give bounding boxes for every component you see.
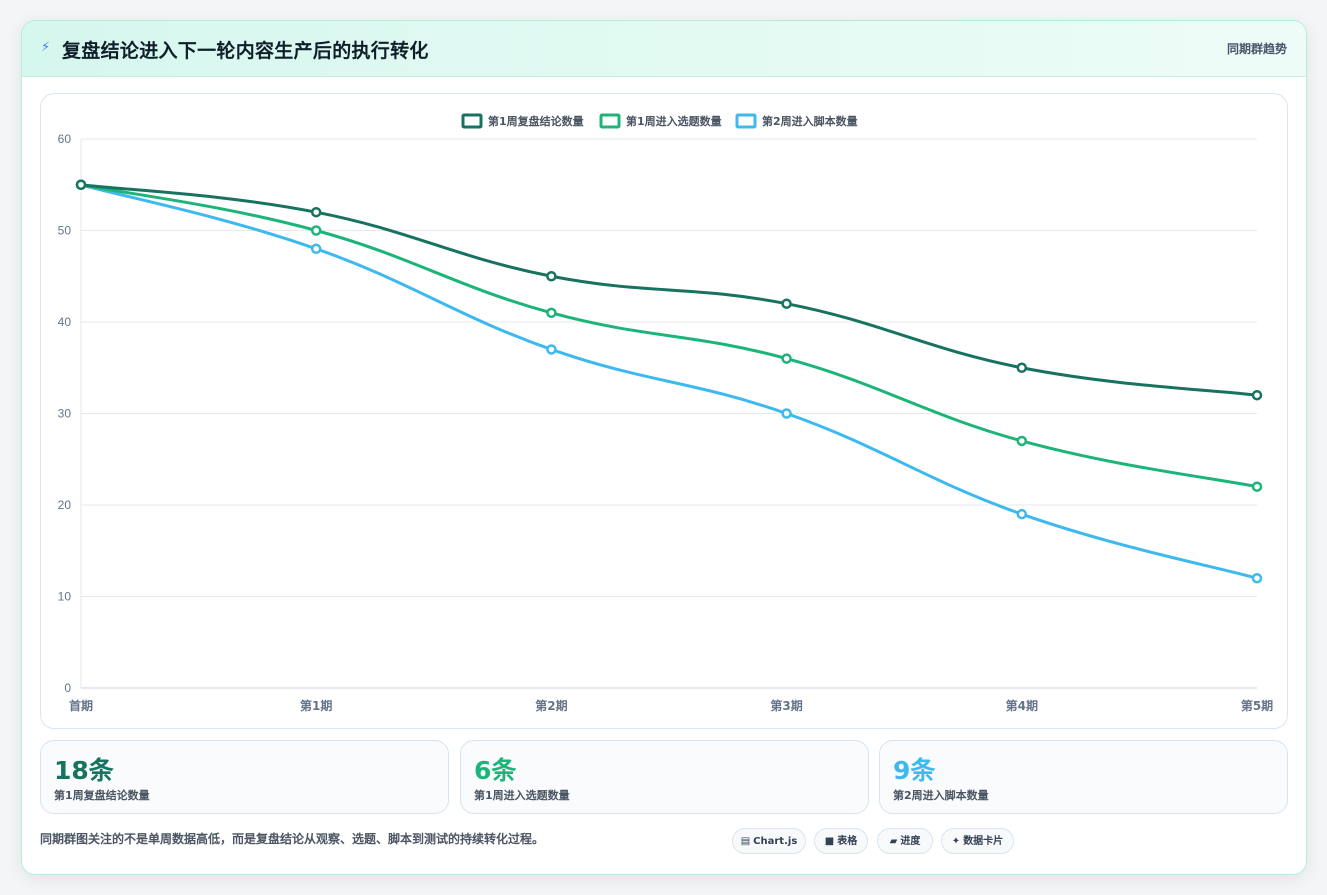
pill-progress[interactable]: ▰ 进度 [877, 828, 933, 854]
x-tick-label: 首期 [69, 698, 93, 713]
data-point [1251, 481, 1263, 492]
line-chart: 0 10 20 30 40 50 60 首期 第1期 第2期 第3期 第4期 第5期 第1周复盘结论数量 第… [58, 113, 1273, 713]
y-tick-label: 0 [64, 681, 71, 695]
stat-card-review-conclusions: 18条 第1周复盘结论数量 [40, 740, 449, 814]
x-tick-label: 第5期 [1241, 698, 1273, 713]
data-point [781, 408, 792, 419]
page-title: 复盘结论进入下一轮内容生产后的执行转化 [62, 40, 429, 62]
series-line [79, 183, 1259, 397]
data-point [310, 243, 322, 255]
data-point [1251, 389, 1263, 401]
series-line [79, 183, 1259, 580]
stat-label: 第2周进入脚本数量 [893, 789, 989, 802]
series-line [79, 183, 1259, 489]
legend-label: 第1周进入选题数量 [626, 114, 722, 128]
data-point [1016, 435, 1028, 447]
data-point [546, 271, 557, 282]
pill-label: 数据卡片 [963, 836, 1004, 847]
pill-label: 进度 [900, 836, 921, 847]
stat-value: 9条 [893, 756, 936, 785]
stat-label: 第1周复盘结论数量 [54, 789, 150, 802]
y-tick-label: 60 [58, 132, 72, 146]
x-tick-label: 第4期 [1006, 698, 1038, 713]
card-header: ⚡ 复盘结论进入下一轮内容生产后的执行转化 同期群趋势 [22, 21, 1306, 77]
stat-card-script-entries: 9条 第2周进入脚本数量 [879, 740, 1288, 814]
y-tick-label: 50 [58, 224, 72, 238]
legend-label: 第2周进入脚本数量 [762, 114, 858, 128]
stat-card-topic-entries: 6条 第1周进入选题数量 [460, 740, 869, 814]
x-tick-label: 第1期 [300, 698, 332, 713]
pill-label: Chart.js [753, 836, 798, 847]
chart-card: ⚡ 复盘结论进入下一轮内容生产后的执行转化 同期群趋势 0 10 20 30 40 50 6… [21, 20, 1307, 875]
y-tick-label: 30 [58, 407, 72, 421]
data-point [1016, 362, 1028, 373]
footnote: 同期群图关注的不是单周数据高低，而是复盘结论从观察、选题、脚本到测试的持续转化过… [40, 832, 545, 846]
data-point [781, 298, 792, 309]
data-point [1016, 508, 1028, 520]
cohort-trend-link[interactable]: 同期群趋势 [1226, 42, 1287, 56]
sparkle-icon: ✦ [951, 836, 961, 847]
x-tick-label: 第3期 [770, 698, 802, 713]
data-point [781, 353, 792, 364]
data-point [310, 206, 322, 218]
data-point [1251, 572, 1263, 584]
progress-icon: ▰ [889, 836, 898, 847]
legend-swatch [735, 113, 757, 129]
pill-data-cards[interactable]: ✦ 数据卡片 [941, 828, 1014, 854]
data-point [546, 307, 557, 319]
y-tick-label: 10 [58, 590, 72, 604]
stat-value: 18条 [54, 756, 114, 785]
chart-container: 0 10 20 30 40 50 60 首期 第1期 第2期 第3期 第4期 第5期 第1周复盘结论数量 第… [40, 93, 1288, 729]
pill-table[interactable]: ■ 表格 [814, 828, 868, 854]
pill-chartjs[interactable]: ▤ Chart.js [732, 828, 806, 854]
stat-value: 6条 [474, 756, 517, 785]
y-tick-label: 40 [58, 315, 72, 329]
data-point [310, 225, 322, 236]
legend-label: 第1周复盘结论数量 [488, 114, 584, 128]
data-point [75, 179, 87, 190]
stat-label: 第1周进入选题数量 [474, 789, 570, 802]
table-icon: ■ [824, 836, 835, 847]
data-point [546, 344, 557, 355]
legend-swatch [599, 113, 621, 129]
pill-label: 表格 [837, 836, 858, 847]
y-tick-label: 20 [58, 498, 72, 512]
x-tick-label: 第2期 [535, 698, 567, 713]
legend-swatch [461, 113, 483, 129]
chart-icon: ▤ [740, 836, 751, 847]
lightning-icon: ⚡ [41, 40, 51, 55]
